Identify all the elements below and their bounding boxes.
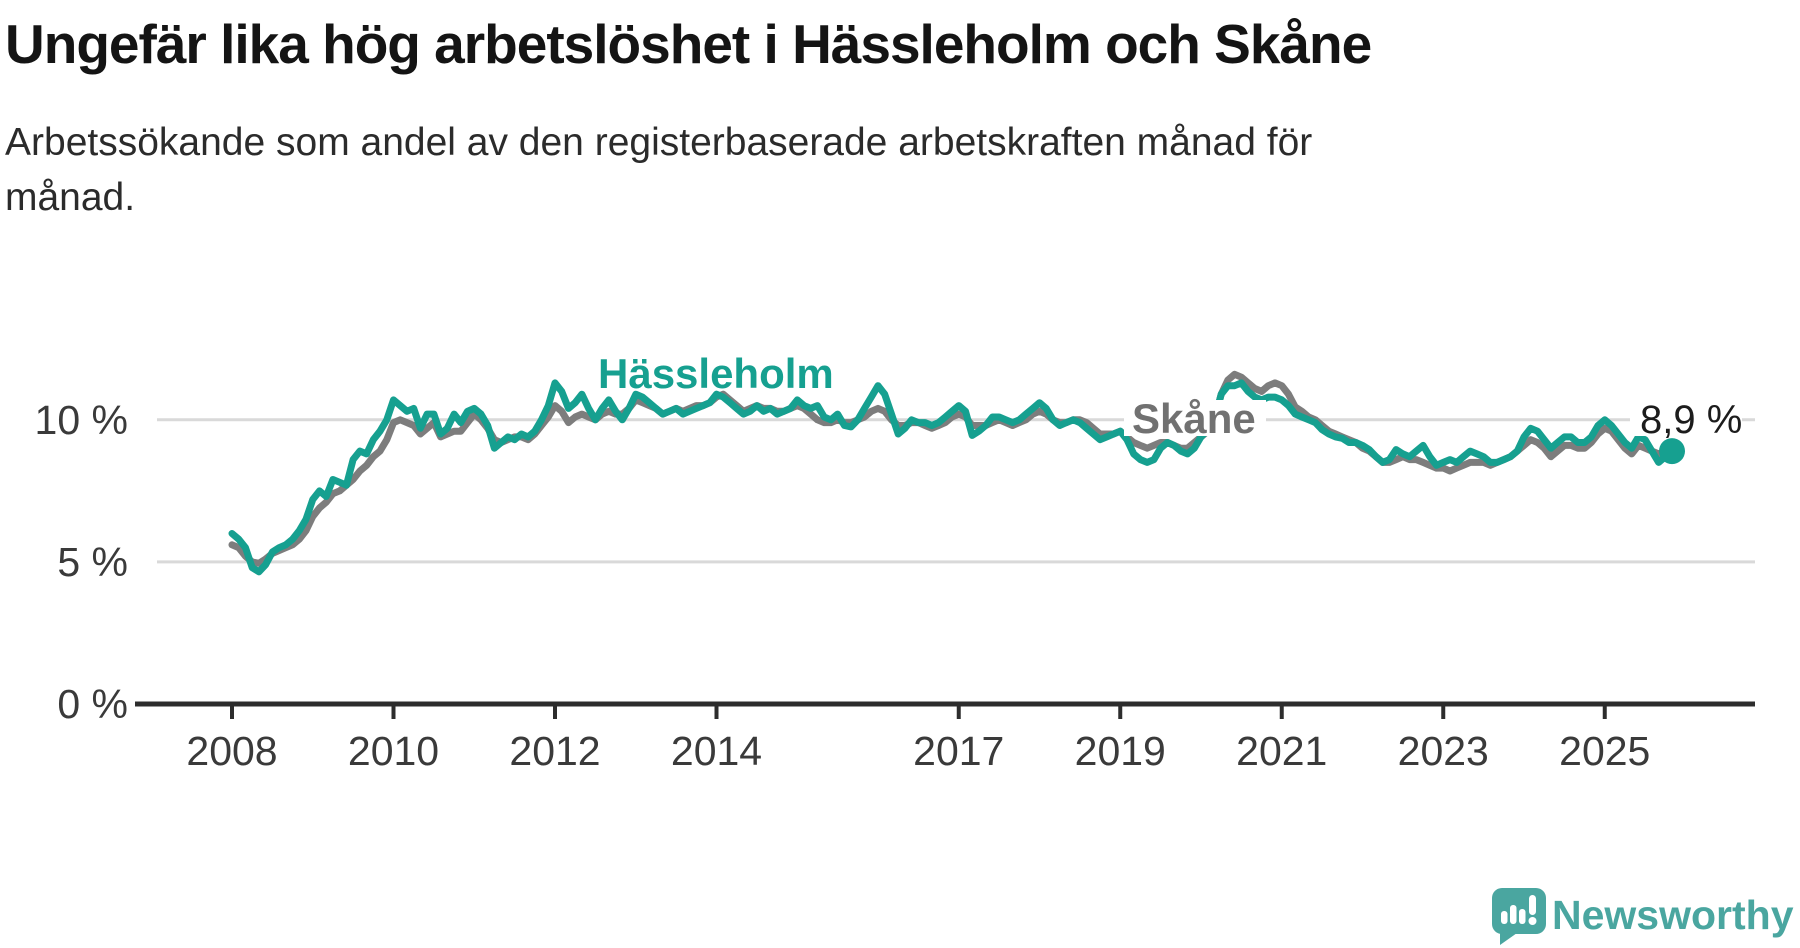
- series-line-hassleholm: [228, 379, 1676, 576]
- gridlines: [157, 418, 1755, 564]
- series-lines: [228, 370, 1676, 576]
- newsworthy-logo: Newsworthy: [1492, 888, 1794, 945]
- x-tick-label: 2023: [1398, 728, 1489, 774]
- y-tick-label: 0 %: [57, 681, 128, 727]
- y-axis-labels: 10 % 5 % 0 %: [35, 397, 128, 727]
- logo-text: Newsworthy: [1552, 892, 1794, 938]
- y-tick-label: 5 %: [57, 539, 128, 585]
- end-value-label: 8,9 %: [1640, 398, 1742, 442]
- x-tick-label: 2012: [509, 728, 600, 774]
- logo-exclamation-icon: [1528, 895, 1537, 925]
- chart-subtitle: Arbetssökande som andel av den registerb…: [5, 121, 1313, 219]
- x-tick-label: 2021: [1236, 728, 1327, 774]
- annotations: Hässleholm Skåne 8,9 %: [598, 350, 1742, 465]
- bubble-tail: [1500, 930, 1517, 945]
- y-tick-label: 10 %: [35, 397, 128, 443]
- series-label-hassleholm: Hässleholm: [598, 350, 834, 397]
- skane-label-backdrop: [1124, 400, 1266, 436]
- x-tick-label: 2014: [671, 728, 762, 774]
- chart-title: Ungefär lika hög arbetslöshet i Hässleho…: [5, 13, 1372, 75]
- x-axis: 2008 2010 2012 2014 2017 2019 2021 2023 2025: [135, 701, 1755, 774]
- x-tick-label: 2019: [1075, 728, 1166, 774]
- x-tick-label: 2025: [1559, 728, 1650, 774]
- x-tick-label: 2010: [348, 728, 439, 774]
- end-point-dot: [1659, 438, 1685, 465]
- x-tick-label: 2008: [186, 728, 277, 774]
- logo-bars-icon: [1501, 905, 1526, 924]
- logo-bubble-icon: [1492, 888, 1546, 945]
- series-line-skane: [228, 370, 1676, 567]
- series-label-skane: Skåne: [1132, 395, 1256, 442]
- end-label-backdrop: [1630, 400, 1742, 436]
- x-tick-label: 2017: [913, 728, 1004, 774]
